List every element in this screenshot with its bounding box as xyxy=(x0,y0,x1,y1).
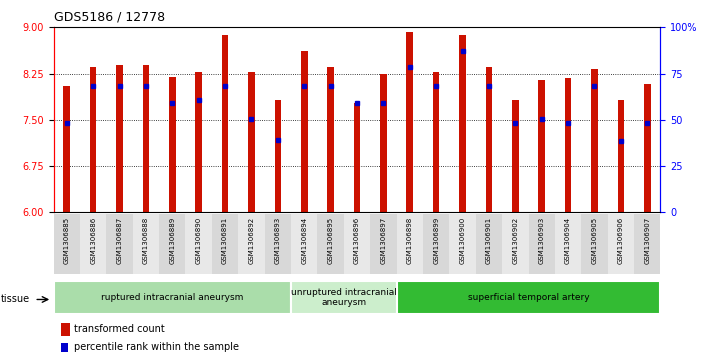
Bar xyxy=(291,281,396,314)
Bar xyxy=(396,281,660,314)
Text: superficial temporal artery: superficial temporal artery xyxy=(468,293,589,302)
Bar xyxy=(212,214,238,274)
Bar xyxy=(396,214,423,274)
Bar xyxy=(222,34,228,212)
Bar xyxy=(459,34,466,212)
Bar xyxy=(301,51,308,212)
Bar xyxy=(248,72,255,212)
Text: GSM1306904: GSM1306904 xyxy=(565,217,571,264)
Bar xyxy=(275,100,281,212)
Text: GSM1306907: GSM1306907 xyxy=(644,217,650,264)
Text: ruptured intracranial aneurysm: ruptured intracranial aneurysm xyxy=(101,293,243,302)
Text: GSM1306891: GSM1306891 xyxy=(222,217,228,264)
Bar xyxy=(370,214,396,274)
Bar xyxy=(581,214,608,274)
Text: GSM1306885: GSM1306885 xyxy=(64,217,70,264)
Text: GSM1306894: GSM1306894 xyxy=(301,217,307,264)
Bar xyxy=(565,78,571,212)
Bar xyxy=(591,69,598,212)
Text: GSM1306886: GSM1306886 xyxy=(90,217,96,264)
Bar xyxy=(291,214,318,274)
Bar xyxy=(80,214,106,274)
Bar xyxy=(133,214,159,274)
Text: unruptured intracranial
aneurysm: unruptured intracranial aneurysm xyxy=(291,288,397,307)
Text: GSM1306888: GSM1306888 xyxy=(143,217,149,264)
Bar xyxy=(618,100,624,212)
Bar xyxy=(238,214,265,274)
Text: GSM1306898: GSM1306898 xyxy=(407,217,413,264)
Bar xyxy=(159,214,186,274)
Bar xyxy=(634,214,660,274)
Bar xyxy=(54,281,291,314)
Bar xyxy=(64,86,70,212)
Bar xyxy=(512,100,518,212)
Bar xyxy=(538,79,545,212)
Text: GSM1306893: GSM1306893 xyxy=(275,217,281,264)
Text: tissue: tissue xyxy=(1,294,30,305)
Text: GSM1306905: GSM1306905 xyxy=(591,217,598,264)
Text: GSM1306902: GSM1306902 xyxy=(513,217,518,264)
Bar xyxy=(555,214,581,274)
Bar xyxy=(433,72,439,212)
Bar xyxy=(327,68,334,212)
Bar xyxy=(644,84,650,212)
Bar xyxy=(353,102,361,212)
Bar xyxy=(344,214,370,274)
Text: GSM1306890: GSM1306890 xyxy=(196,217,201,264)
Bar xyxy=(406,32,413,212)
Text: GSM1306887: GSM1306887 xyxy=(116,217,123,264)
Text: GSM1306897: GSM1306897 xyxy=(381,217,386,264)
Bar xyxy=(90,68,96,212)
Bar xyxy=(265,214,291,274)
Bar xyxy=(116,65,123,212)
Bar xyxy=(423,214,449,274)
Bar xyxy=(528,214,555,274)
Bar xyxy=(169,77,176,212)
Bar xyxy=(476,214,502,274)
Bar xyxy=(186,214,212,274)
Bar xyxy=(196,72,202,212)
Text: GSM1306899: GSM1306899 xyxy=(433,217,439,264)
Text: transformed count: transformed count xyxy=(74,324,164,334)
Bar xyxy=(143,65,149,212)
Text: GSM1306900: GSM1306900 xyxy=(460,217,466,264)
Text: GSM1306889: GSM1306889 xyxy=(169,217,176,264)
Bar xyxy=(106,214,133,274)
Bar xyxy=(54,214,80,274)
Bar xyxy=(502,214,528,274)
Text: GSM1306892: GSM1306892 xyxy=(248,217,254,264)
Bar xyxy=(380,73,387,212)
Text: percentile rank within the sample: percentile rank within the sample xyxy=(74,342,238,352)
Text: GSM1306903: GSM1306903 xyxy=(538,217,545,264)
Bar xyxy=(608,214,634,274)
Text: GSM1306906: GSM1306906 xyxy=(618,217,624,264)
Bar xyxy=(318,214,344,274)
Text: GDS5186 / 12778: GDS5186 / 12778 xyxy=(54,11,165,24)
Bar xyxy=(486,68,492,212)
Text: GSM1306901: GSM1306901 xyxy=(486,217,492,264)
Bar xyxy=(449,214,476,274)
Text: GSM1306895: GSM1306895 xyxy=(328,217,333,264)
Text: GSM1306896: GSM1306896 xyxy=(354,217,360,264)
